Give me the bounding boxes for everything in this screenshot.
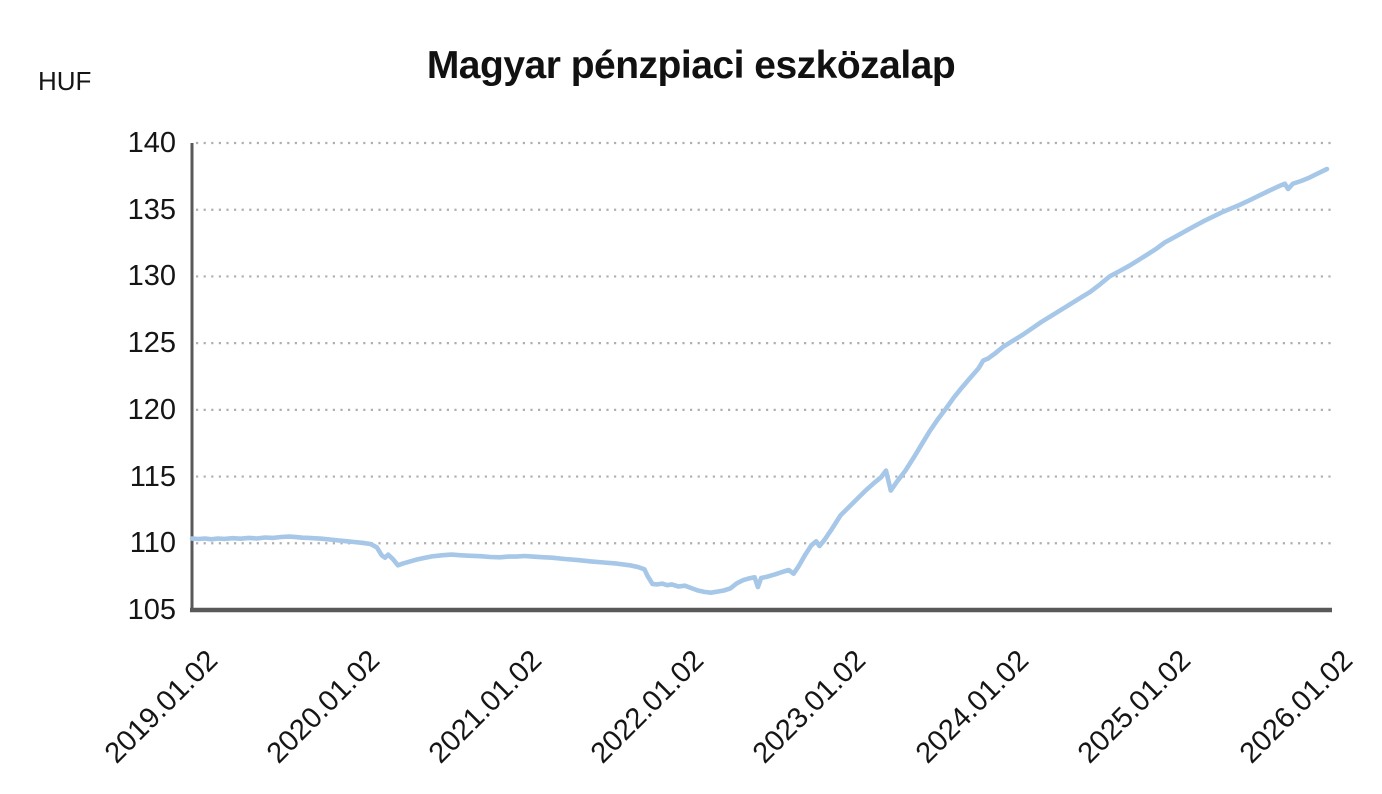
y-tick-label: 125 [127, 327, 176, 360]
y-tick-label: 120 [127, 393, 176, 426]
y-tick-label: 110 [129, 527, 176, 560]
y-tick-label: 140 [127, 127, 176, 159]
y-tick-label: 130 [127, 260, 176, 293]
y-tick-label: 115 [129, 460, 176, 493]
chart-title: Magyar pénzpiaci eszközalap [426, 44, 956, 87]
y-tick-label: 135 [127, 193, 176, 226]
y-tick-label: 105 [127, 594, 176, 626]
y-axis-unit-label: HUF [38, 66, 92, 96]
series-line [189, 166, 1330, 596]
